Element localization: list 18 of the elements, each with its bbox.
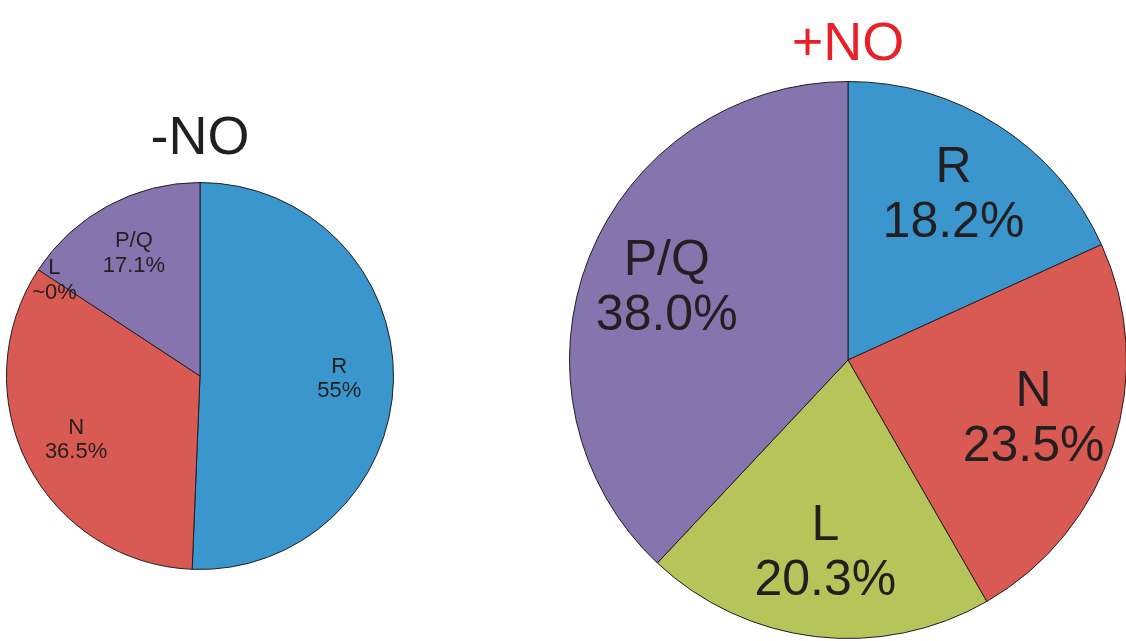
data-label: 20.3% bbox=[754, 549, 897, 606]
data-label: 18.2% bbox=[882, 192, 1025, 249]
data-label: 17.1% bbox=[102, 251, 166, 277]
slice-label: N bbox=[68, 413, 85, 439]
data-label: 55% bbox=[317, 376, 362, 402]
data-label: 23.5% bbox=[962, 415, 1105, 472]
slice-label: P/Q bbox=[623, 229, 710, 286]
data-label: 36.5% bbox=[44, 437, 108, 463]
slice-label: R bbox=[331, 352, 348, 378]
data-label: 38.0% bbox=[595, 284, 738, 341]
text: ~0% bbox=[32, 278, 77, 304]
slice-label: P/Q bbox=[114, 227, 153, 253]
chart-title: +NO bbox=[790, 11, 906, 71]
category-label: L bbox=[48, 254, 61, 280]
slice-label: R bbox=[935, 137, 972, 194]
slice-label: L bbox=[811, 494, 840, 551]
chart-title: -NO bbox=[149, 105, 251, 165]
slice-label: N bbox=[1015, 360, 1052, 417]
